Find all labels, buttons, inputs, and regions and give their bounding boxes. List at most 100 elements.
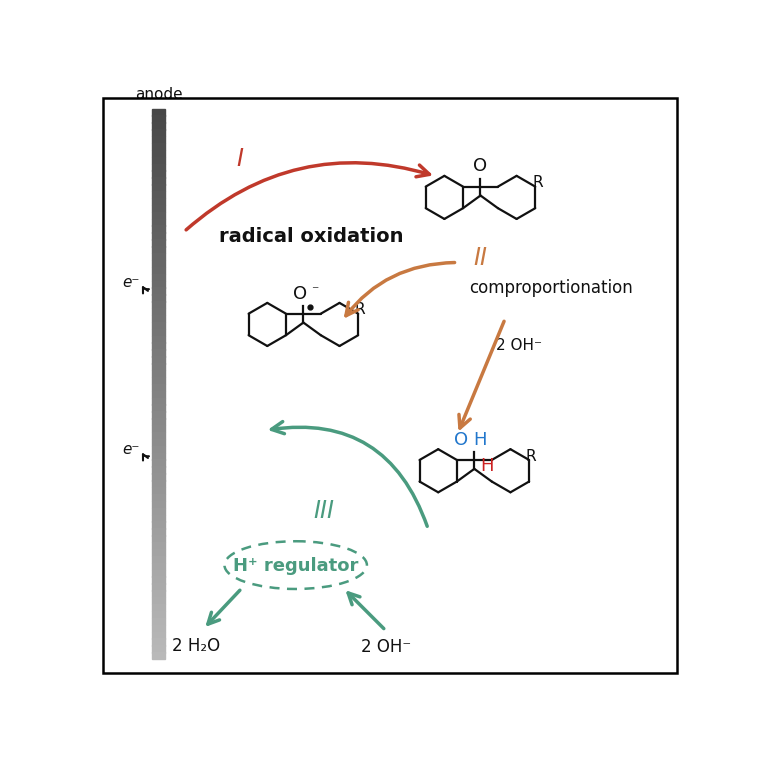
Text: III: III (314, 499, 335, 523)
Bar (152, 501, 165, 508)
Bar (152, 542, 165, 549)
Bar (152, 521, 165, 529)
Bar (152, 618, 165, 625)
Bar (152, 356, 165, 363)
Bar (152, 308, 165, 315)
Bar (152, 281, 165, 288)
Bar (152, 473, 165, 481)
Bar (152, 143, 165, 150)
Text: O: O (473, 157, 488, 175)
Bar (152, 391, 165, 398)
Text: H: H (473, 431, 487, 449)
Text: ⁻: ⁻ (311, 284, 318, 298)
Bar (152, 411, 165, 419)
Bar (152, 645, 165, 652)
Bar (152, 432, 165, 439)
Bar (152, 398, 165, 405)
Bar (152, 274, 165, 281)
Bar (152, 591, 165, 597)
Bar (152, 329, 165, 336)
Bar (152, 150, 165, 157)
Bar (152, 295, 165, 301)
Bar (152, 336, 165, 343)
Bar (152, 315, 165, 322)
Text: R: R (526, 449, 537, 464)
Bar (152, 177, 165, 185)
Bar (152, 377, 165, 384)
Bar (152, 322, 165, 329)
Bar (152, 384, 165, 391)
Text: 2 OH⁻: 2 OH⁻ (496, 338, 542, 353)
Bar (152, 604, 165, 611)
Bar (152, 562, 165, 570)
Bar (152, 343, 165, 349)
Bar (152, 211, 165, 219)
Bar (152, 459, 165, 467)
Bar (152, 184, 165, 192)
Bar (152, 584, 165, 591)
Bar (152, 226, 165, 233)
Bar (152, 260, 165, 267)
Bar (152, 632, 165, 639)
Bar (152, 514, 165, 522)
Bar (152, 425, 165, 433)
Bar (152, 639, 165, 645)
Bar (152, 494, 165, 501)
Text: O: O (293, 285, 307, 303)
Text: II: II (473, 246, 488, 270)
Bar (152, 487, 165, 494)
Bar (152, 129, 165, 137)
Bar (152, 156, 165, 164)
Text: H: H (480, 457, 494, 475)
Text: 2 OH⁻: 2 OH⁻ (361, 639, 411, 656)
Bar (152, 555, 165, 563)
Bar (152, 204, 165, 212)
Text: comproportionation: comproportionation (470, 279, 633, 297)
Bar (152, 507, 165, 515)
Text: e⁻: e⁻ (123, 442, 139, 457)
Text: anode: anode (135, 87, 183, 102)
Text: R: R (532, 175, 543, 190)
Bar (152, 535, 165, 542)
Bar (152, 267, 165, 274)
Bar (152, 363, 165, 370)
Text: e⁻: e⁻ (123, 275, 139, 290)
Bar (152, 611, 165, 618)
Bar (152, 570, 165, 577)
Bar (152, 219, 165, 226)
Bar (152, 122, 165, 130)
Bar (152, 191, 165, 198)
Bar (152, 233, 165, 240)
Bar (152, 577, 165, 584)
Bar (152, 108, 165, 116)
Bar (152, 404, 165, 412)
Bar (152, 625, 165, 632)
Text: R: R (355, 302, 365, 317)
Bar (152, 163, 165, 171)
Bar (152, 528, 165, 536)
Bar (152, 246, 165, 253)
Bar (152, 418, 165, 426)
Bar (152, 452, 165, 460)
Text: O: O (454, 431, 468, 449)
Bar (152, 549, 165, 556)
Bar (152, 466, 165, 474)
Bar (152, 370, 165, 377)
Bar (152, 301, 165, 308)
Bar (152, 115, 165, 123)
Bar (152, 253, 165, 260)
Bar (152, 597, 165, 604)
Text: I: I (236, 147, 243, 172)
Bar (152, 652, 165, 659)
Bar (152, 198, 165, 205)
Bar (152, 240, 165, 246)
Text: radical oxidation: radical oxidation (219, 227, 403, 246)
Text: H⁺ regulator: H⁺ regulator (233, 557, 358, 575)
Bar (152, 439, 165, 446)
Bar (152, 136, 165, 143)
Bar (152, 288, 165, 295)
Bar (152, 446, 165, 453)
Bar (152, 170, 165, 178)
Text: 2 H₂O: 2 H₂O (171, 637, 220, 655)
Bar (152, 349, 165, 356)
